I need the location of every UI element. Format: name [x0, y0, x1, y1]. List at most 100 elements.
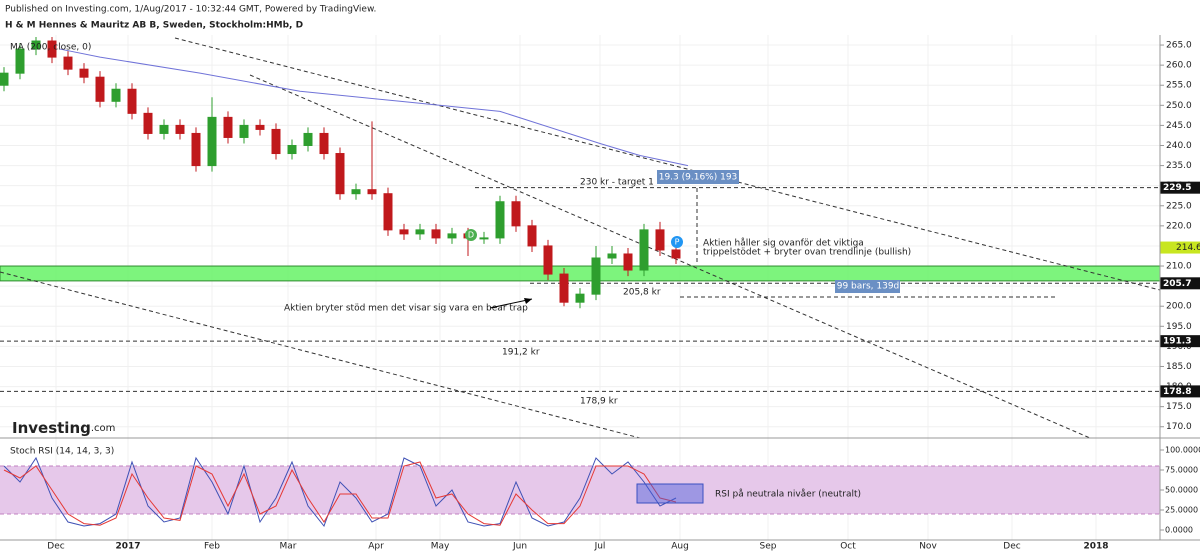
- candle-body: [63, 56, 73, 70]
- x-tick-label: Dec: [1003, 542, 1020, 552]
- y-tick-label: 25.0000: [1165, 506, 1198, 515]
- chart-title: H & M Hennes & Mauritz AB B, Sweden, Sto…: [5, 21, 303, 31]
- candle-body: [639, 229, 649, 271]
- x-tick-label: Apr: [368, 542, 384, 552]
- y-tick-label: 175.0: [1166, 402, 1192, 412]
- rsi-band: [0, 466, 1160, 514]
- marker: [465, 229, 477, 241]
- level-label: 178.8: [1163, 387, 1191, 397]
- y-tick-label: 240.0: [1166, 141, 1192, 151]
- trend-line: [249, 74, 1091, 439]
- y-tick-label: 75.0000: [1165, 466, 1198, 475]
- marker-label: D: [468, 231, 474, 240]
- candle-body: [303, 132, 313, 146]
- ma-label: MA (200, close, 0): [10, 43, 91, 53]
- candle-body: [575, 293, 585, 303]
- annotation: 178,9 kr: [580, 397, 618, 407]
- measure-box: [657, 170, 739, 184]
- grid: [0, 35, 1160, 540]
- annotation: Aktien håller sig ovanför det viktiga: [703, 238, 864, 249]
- x-tick-label: Jun: [512, 542, 527, 552]
- candle-body: [431, 229, 441, 239]
- annotation: Aktien bryter stöd men det visar sig var…: [284, 304, 528, 314]
- y-tick-label: 210.0: [1166, 262, 1192, 272]
- x-tick-label: Feb: [204, 542, 220, 552]
- x-tick-label: Oct: [840, 542, 856, 552]
- candle-body: [31, 40, 41, 50]
- candle-body: [543, 245, 553, 275]
- candle-body: [287, 144, 297, 155]
- x-tick-label: 2017: [115, 542, 140, 552]
- logo-text: Investing: [12, 419, 91, 437]
- candle-body: [255, 124, 265, 130]
- candle-body: [127, 88, 137, 114]
- y-tick-label: 170.0: [1166, 422, 1192, 432]
- rsi-line: [3, 456, 677, 528]
- rsi-box: [636, 483, 704, 504]
- logo-suffix: .com: [91, 423, 116, 434]
- x-tick-label: Mar: [280, 542, 297, 552]
- candle-body: [527, 225, 537, 247]
- candle-body: [191, 132, 201, 167]
- last-price-label: 214.6: [1176, 243, 1200, 253]
- candle-body: [399, 229, 409, 235]
- x-tick-label: 2018: [1083, 542, 1108, 552]
- plot: Dec 2017 Feb Mar Apr May Jun Jul Aug Sep Oct Nov Dec…: [0, 37, 1200, 552]
- level-box: [1160, 385, 1200, 398]
- trend-line: [0, 271, 641, 439]
- level-box: [1160, 181, 1200, 194]
- annotation: 19.3 (9.16%) 193: [659, 173, 738, 183]
- y-tick-label: 195.0: [1166, 322, 1192, 332]
- y-tick-label: 250.0: [1166, 101, 1192, 111]
- candle-body: [159, 124, 169, 134]
- x-tick-label: Sep: [760, 542, 777, 552]
- y-tick-label: 220.0: [1166, 221, 1192, 231]
- x-tick-label: Aug: [671, 542, 689, 552]
- published: Published on Investing.com, 1/Aug/2017 -…: [5, 5, 376, 15]
- annotation: RSI på neutrala nivåer (neutralt): [715, 489, 861, 500]
- level-label: 229.5: [1163, 183, 1191, 193]
- candle-body: [175, 124, 185, 134]
- candle-body: [143, 112, 153, 134]
- zone-layer: [0, 265, 1161, 282]
- candle-body: [559, 273, 569, 303]
- rsi-line: [3, 461, 677, 526]
- level-box: [1160, 277, 1200, 290]
- y-tick-label: 265.0: [1166, 41, 1192, 51]
- level-box: [1160, 335, 1200, 348]
- y-tick-label: 260.0: [1166, 61, 1192, 71]
- x-tick-label: Nov: [919, 542, 937, 552]
- annotation: trippelstödet + bryter ovan trendlinje (…: [703, 248, 911, 258]
- y-tick-label: 255.0: [1166, 81, 1192, 91]
- candle-body: [111, 88, 121, 102]
- x-tick-label: May: [431, 542, 450, 552]
- candle-body: [623, 253, 633, 271]
- bars-box: [835, 280, 900, 293]
- candle-body: [511, 201, 521, 227]
- y-tick-label: 245.0: [1166, 121, 1192, 131]
- candle-body: [607, 253, 617, 259]
- ma-line: [59, 48, 689, 167]
- last-price-box: [1160, 241, 1200, 254]
- y-tick-label: 185.0: [1166, 362, 1192, 372]
- candle-body: [223, 116, 233, 138]
- candle-body: [271, 128, 281, 155]
- arrow-head: [524, 298, 532, 304]
- trend-line: [174, 37, 1161, 291]
- y-tick-label: 200.0: [1166, 302, 1192, 312]
- candle-body: [479, 237, 489, 240]
- annotation: 205,8 kr: [623, 288, 661, 298]
- level-label: 205.7: [1163, 279, 1191, 289]
- y-tick-label: 0.0000: [1165, 526, 1193, 535]
- support-zone: [0, 265, 1161, 282]
- logo: Investing.com: [12, 419, 115, 437]
- y-tick-label: 235.0: [1166, 161, 1192, 171]
- candle-body: [47, 40, 57, 58]
- candle-body: [367, 189, 377, 195]
- annotation: 230 kr - target 1: [580, 178, 654, 188]
- candle-body: [95, 76, 105, 102]
- candle-body: [239, 124, 249, 138]
- annotation: 191,2 kr: [502, 348, 540, 358]
- candle-body: [15, 48, 25, 74]
